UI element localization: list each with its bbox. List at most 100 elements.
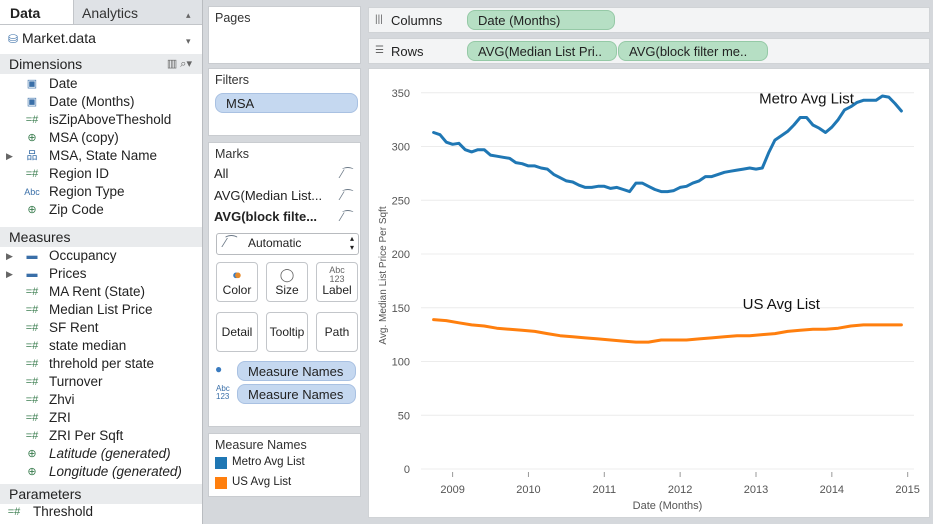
field-item[interactable]: =# MA Rent (State) — [0, 283, 202, 301]
tab-analytics[interactable]: Analytics — [82, 5, 139, 21]
path-button[interactable]: Path — [316, 312, 358, 352]
hash-icon: =# — [25, 304, 39, 316]
field-item[interactable]: =# isZipAboveTheshold — [0, 111, 202, 129]
mark-type-select[interactable]: ⁄⁀ Automatic ▴ ▾ — [216, 233, 359, 255]
legend-swatch-us — [215, 477, 227, 489]
label-encoding-icon: Abc 123 — [216, 384, 230, 401]
filters-card[interactable]: Filters MSA — [208, 68, 361, 136]
y-axis-title: Avg. Median List Price Per Sqft — [378, 206, 389, 344]
dimensions-heading: Dimensions — [9, 56, 83, 72]
x-tick-label: 2009 — [440, 484, 464, 496]
globe-icon: ⊕ — [27, 448, 37, 460]
columns-shelf[interactable]: ||| Columns Date (Months) — [368, 7, 930, 33]
tooltip-button[interactable]: Tooltip — [266, 312, 308, 352]
datasource-icon: ⛁ — [8, 32, 19, 46]
pages-title: Pages — [215, 11, 251, 25]
legend-label-us[interactable]: US Avg List — [232, 476, 292, 488]
globe-icon: ⊕ — [27, 132, 37, 144]
field-item[interactable]: ▣ Date — [0, 75, 202, 93]
field-item[interactable]: ⊕ MSA (copy) — [0, 129, 202, 147]
field-item[interactable]: ▣ Date (Months) — [0, 93, 202, 111]
tab-data[interactable]: Data — [0, 0, 74, 24]
path-label: Path — [324, 325, 350, 339]
field-item[interactable]: =# ZRI — [0, 409, 202, 427]
size-button[interactable]: ◯ Size — [266, 262, 308, 302]
field-item[interactable]: =# state median — [0, 337, 202, 355]
expand-arrow-icon[interactable]: ▶ — [6, 251, 13, 261]
field-item[interactable]: =# Turnover — [0, 373, 202, 391]
field-item[interactable]: ▶ ▬ Prices — [0, 265, 202, 283]
field-label: Occupancy — [49, 248, 117, 263]
y-tick-label: 50 — [398, 410, 410, 422]
field-label: ZRI Per Sqft — [49, 428, 124, 443]
legend-label-metro[interactable]: Metro Avg List — [232, 456, 305, 468]
field-item[interactable]: =# Threshold — [0, 503, 202, 521]
x-axis-title: Date (Months) — [633, 500, 703, 512]
hash-icon: =# — [25, 322, 39, 334]
color-button[interactable]: ●● Color — [216, 262, 258, 302]
y-tick-label: 350 — [392, 88, 410, 100]
field-label: Date — [49, 76, 78, 91]
field-item[interactable]: ▶ ▬ Occupancy — [0, 247, 202, 265]
filter-pill-msa[interactable]: MSA — [215, 93, 358, 113]
parameters-header: Parameters — [0, 484, 202, 504]
folder-icon: ▬ — [26, 250, 38, 262]
line-mark-icon: ⁄⁀ — [224, 235, 237, 250]
marks-row-block[interactable]: AVG(block filte... ⁄⁀ — [214, 207, 353, 227]
marks-row-median[interactable]: AVG(Median List... ⁄⁀ — [214, 186, 353, 206]
label-button[interactable]: Abc 123 Label — [316, 262, 358, 302]
field-label: Turnover — [49, 374, 103, 389]
label-pill-measure-names[interactable]: Measure Names — [237, 384, 356, 404]
legend-title: Measure Names — [215, 438, 307, 452]
x-tick-label: 2010 — [516, 484, 540, 496]
field-label: threhold per state — [49, 356, 155, 371]
expand-arrow-icon[interactable]: ▶ — [6, 269, 13, 279]
y-tick-label: 150 — [392, 303, 410, 315]
columns-pill-date[interactable]: Date (Months) — [467, 10, 615, 30]
field-item[interactable]: ⊕ Zip Code — [0, 201, 202, 219]
field-item[interactable]: =# threhold per state — [0, 355, 202, 373]
hash-icon: =# — [25, 412, 39, 424]
marks-row-label: AVG(block filte... — [214, 209, 318, 224]
field-item[interactable]: =# Median List Price — [0, 301, 202, 319]
globe-icon: ⊕ — [27, 466, 37, 478]
data-pane: Data Analytics ▴ ▾ ⛁ Market.data Dimensio… — [0, 0, 203, 524]
series-line-metro — [432, 94, 903, 194]
field-label: state median — [49, 338, 127, 353]
legend-card: Measure Names Metro Avg List US Avg List — [208, 433, 361, 497]
field-label: ZRI — [49, 410, 71, 425]
label-label: Label — [322, 283, 352, 297]
expand-arrow-icon[interactable]: ▶ — [6, 151, 13, 161]
field-item[interactable]: =# Zhvi — [0, 391, 202, 409]
rows-shelf[interactable]: ☰ Rows AVG(Median List Pri.. AVG(block f… — [368, 38, 930, 64]
marks-row-all[interactable]: All ⁄⁀ — [214, 164, 353, 184]
folder-icon: ▬ — [26, 268, 38, 280]
marks-title: Marks — [215, 147, 250, 161]
hash-icon: =# — [25, 286, 39, 298]
field-item[interactable]: =# ZRI Per Sqft — [0, 427, 202, 445]
line-mark-icon: ⁄⁀ — [341, 189, 353, 203]
detail-button[interactable]: Detail — [216, 312, 258, 352]
field-item[interactable]: ▶ 品 MSA, State Name — [0, 147, 202, 165]
datasource[interactable]: ⛁ Market.data — [8, 30, 96, 46]
text-label-icon: Abc 123 — [329, 265, 345, 284]
pages-card[interactable]: Pages — [208, 6, 361, 64]
field-item[interactable]: =# Region ID — [0, 165, 202, 183]
color-pill-measure-names[interactable]: Measure Names — [237, 361, 356, 381]
marks-row-label: AVG(Median List... — [214, 188, 323, 203]
measures-header: Measures — [0, 227, 202, 247]
filters-title: Filters — [215, 73, 250, 87]
field-item[interactable]: ⊕ Longitude (generated) — [0, 463, 202, 481]
rows-pill-median[interactable]: AVG(Median List Pri.. — [467, 41, 617, 61]
field-item[interactable]: ⊕ Latitude (generated) — [0, 445, 202, 463]
rows-label: Rows — [391, 44, 424, 59]
rows-pill-block[interactable]: AVG(block filter me.. — [618, 41, 768, 61]
search-icon[interactable]: ▥ ⌕▾ — [166, 58, 192, 70]
field-item[interactable]: Abc Region Type — [0, 183, 202, 201]
detail-label: Detail — [221, 325, 253, 339]
tab-menu-icon[interactable]: ▴ ▾ — [186, 10, 191, 46]
abc-icon: Abc — [24, 187, 40, 197]
hash-icon: =# — [25, 394, 39, 406]
field-item[interactable]: =# SF Rent — [0, 319, 202, 337]
color-encoding-icon: ● — [215, 362, 223, 376]
